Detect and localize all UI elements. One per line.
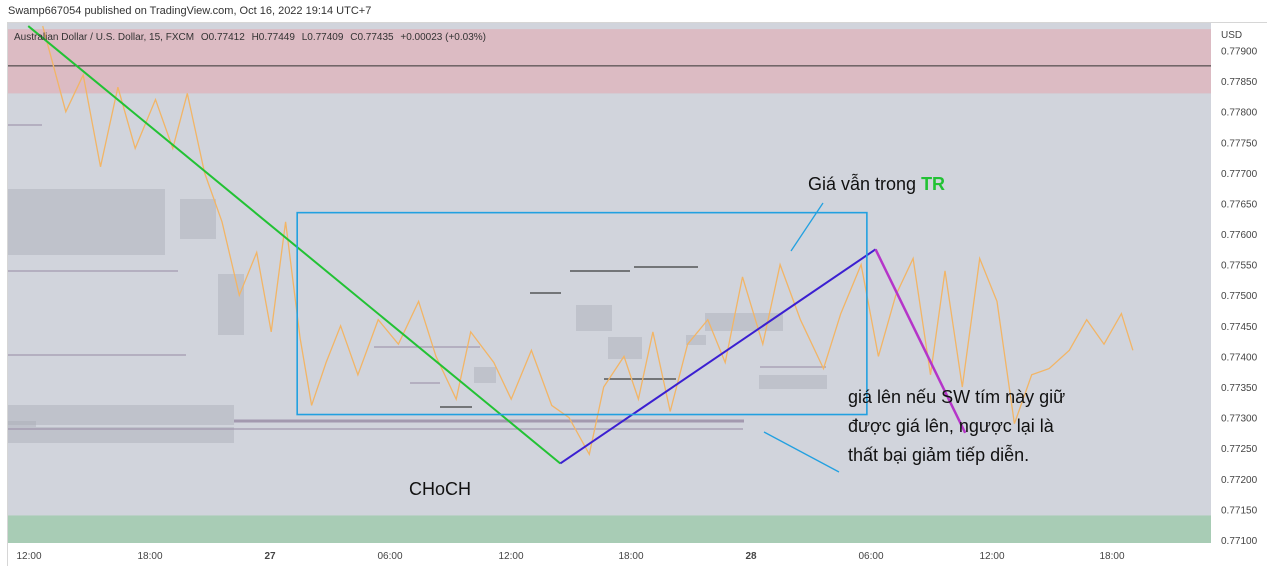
price-axis-panel: [1211, 23, 1268, 567]
order-block-6: [576, 305, 612, 331]
y-tick-label-6: 0.77600: [1221, 230, 1258, 241]
order-block-3: [8, 421, 36, 427]
y-tick-label-13: 0.77250: [1221, 444, 1258, 455]
order-block-2: [218, 274, 244, 335]
y-tick-label-9: 0.77450: [1221, 322, 1258, 333]
y-tick-label-3: 0.77750: [1221, 138, 1258, 149]
demand-zone: [8, 515, 1211, 543]
order-block-10: [474, 367, 496, 383]
time-axis-panel: [8, 543, 1211, 567]
order-block-8: [705, 313, 783, 331]
order-block-11: [686, 335, 706, 345]
x-tick-label-5: 18:00: [618, 551, 643, 562]
ohlc-high: H0.77449: [252, 32, 296, 43]
y-tick-label-14: 0.77200: [1221, 475, 1258, 486]
trading-range-box: [296, 211, 868, 416]
choch-label: CHoCH: [409, 479, 471, 499]
price-series-line-0: [42, 25, 1134, 457]
y-tick-label-7: 0.77550: [1221, 261, 1258, 272]
y-tick-label-1: 0.77850: [1221, 77, 1258, 88]
x-tick-label-7: 06:00: [858, 551, 883, 562]
y-tick-label-0: 0.77900: [1221, 47, 1258, 58]
x-tick-label-9: 18:00: [1099, 551, 1124, 562]
note-line-2: được giá lên, ngược lại là: [848, 416, 1055, 436]
range-title: Giá vẫn trong TR: [808, 173, 945, 194]
order-block-7: [608, 337, 642, 359]
ohlc-low: L0.77409: [302, 32, 344, 43]
ohlc-open: O0.77412: [201, 32, 245, 43]
symbol-info-label: Australian Dollar / U.S. Dollar, 15, FXC…: [14, 32, 486, 43]
order-block-5: [8, 427, 234, 443]
supply-zone: [8, 29, 1211, 94]
note-line-1: giá lên nếu SW tím này giữ: [848, 387, 1065, 407]
y-tick-label-16: 0.77100: [1221, 536, 1258, 547]
y-tick-label-5: 0.77650: [1221, 199, 1258, 210]
y-tick-label-8: 0.77500: [1221, 291, 1258, 302]
zones-layer: [8, 29, 1211, 543]
range-title-tr: TR: [921, 174, 945, 194]
range-title-prefix: Giá vẫn trong: [808, 173, 921, 194]
y-tick-label-2: 0.77800: [1221, 108, 1258, 119]
order-block-0: [8, 189, 165, 255]
price-chart[interactable]: 0.77900 0.77850 0.77800 0.77750 0.77700 0.776…: [8, 23, 1268, 567]
chart-frame[interactable]: 0.77900 0.77850 0.77800 0.77750 0.77700 0.776…: [7, 22, 1268, 567]
ohlc-close: C0.77435: [350, 32, 394, 43]
series-layer: [42, 25, 1134, 457]
x-tick-label-8: 12:00: [979, 551, 1004, 562]
publisher-line: Swamp667054 published on TradingView.com…: [8, 5, 372, 17]
swing-drop-line: [874, 248, 967, 434]
y-tick-label-15: 0.77150: [1221, 505, 1258, 516]
currency-label: USD: [1221, 30, 1242, 41]
drawing-layer: [27, 25, 967, 473]
note-pointer: [763, 431, 840, 473]
y-tick-label-12: 0.77300: [1221, 414, 1258, 425]
order-block-9: [759, 375, 827, 389]
ohlc-change: +0.00023 (+0.03%): [400, 32, 486, 43]
range-title-pointer: [790, 202, 824, 252]
x-tick-label-1: 18:00: [137, 551, 162, 562]
y-tick-label-4: 0.77700: [1221, 169, 1258, 180]
y-tick-label-11: 0.77350: [1221, 383, 1258, 394]
downtrend-line: [27, 25, 561, 465]
x-tick-label-2: 27: [264, 551, 276, 562]
x-tick-label-6: 28: [745, 551, 757, 562]
order-block-1: [180, 199, 216, 239]
x-tick-label-4: 12:00: [498, 551, 523, 562]
choch-rally-line: [559, 248, 877, 465]
x-tick-label-3: 06:00: [377, 551, 402, 562]
note-line-3: thất bại giảm tiếp diễn.: [848, 444, 1029, 465]
y-tick-label-10: 0.77400: [1221, 352, 1258, 363]
x-tick-label-0: 12:00: [16, 551, 41, 562]
plot-background: [8, 23, 1211, 543]
order-block-4: [8, 405, 234, 425]
symbol-info: Australian Dollar / U.S. Dollar, 15, FXC…: [14, 32, 194, 43]
axis-layer: 0.77900 0.77850 0.77800 0.77750 0.77700 0.776…: [8, 23, 1268, 567]
